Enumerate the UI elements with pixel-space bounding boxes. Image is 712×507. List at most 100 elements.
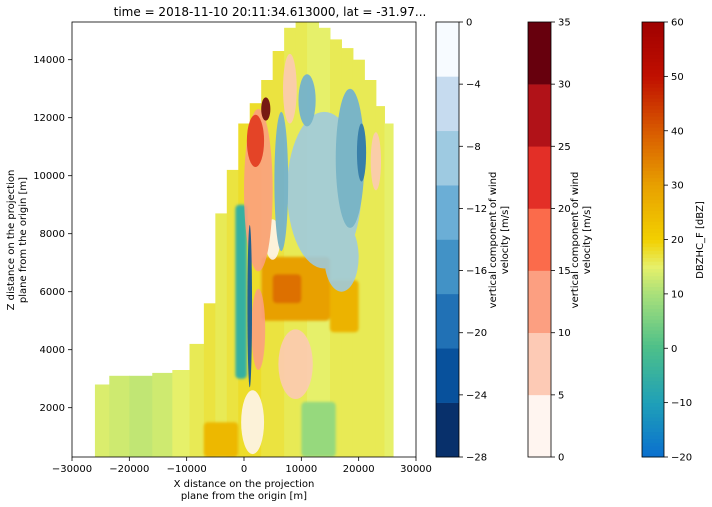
downdraft-cell <box>298 74 316 127</box>
colorbar-reflectivity-label: DBZHC_F [dBZ] <box>695 201 706 279</box>
colorbar-gradient-step <box>642 388 664 393</box>
colorbar-segment <box>436 76 459 132</box>
colorbar-gradient-step <box>642 239 664 244</box>
downdraft-cell <box>356 123 367 182</box>
colorbar-gradient-step <box>642 148 664 153</box>
reflectivity-column <box>109 375 130 457</box>
colorbar-gradient-step <box>642 449 664 454</box>
x-tick-label: −20000 <box>109 464 149 475</box>
colorbar-segment <box>436 348 459 403</box>
colorbar-segment <box>436 239 459 295</box>
colorbar-tick-label: −10 <box>671 398 692 409</box>
y-tick-label: 6000 <box>40 287 65 298</box>
downdraft-cell <box>274 111 289 252</box>
x-axis: −30000 −20000 −10000 0 10000 20000 30000 <box>52 457 432 475</box>
colorbar-gradient-step <box>642 210 664 215</box>
colorbar-gradient-step <box>642 65 664 70</box>
downdraft-cell <box>247 225 253 388</box>
colorbar-tick-label: 10 <box>558 328 571 339</box>
reflectivity-column <box>364 80 377 457</box>
colorbar-segment <box>528 84 551 147</box>
colorbar-segment <box>436 22 459 77</box>
colorbar-tick-label: 60 <box>671 18 684 29</box>
colorbar-gradient-step <box>642 399 664 404</box>
colorbar-tick-label: 25 <box>558 142 571 153</box>
x-axis-label-line1: X distance on the projection <box>174 479 315 490</box>
colorbar-gradient-step <box>642 119 664 124</box>
colorbar-gradient-step <box>642 29 664 34</box>
colorbar-gradient-step <box>642 101 664 106</box>
reflectivity-features <box>203 204 359 457</box>
reflectivity-column <box>129 375 153 457</box>
reflectivity-column <box>384 123 394 457</box>
colorbar-gradient-step <box>642 134 664 139</box>
colorbar-gradient-step <box>642 43 664 48</box>
colorbar-wind-negative-label-line2: velocity [m/s] <box>500 206 511 274</box>
colorbar-gradient-step <box>642 130 664 135</box>
colorbar-tick-label: 30 <box>558 80 571 91</box>
colorbar-gradient-step <box>642 377 664 382</box>
colorbar-gradient-step <box>642 420 664 425</box>
colorbar-frame <box>527 21 552 458</box>
x-tick-label: 30000 <box>400 464 432 475</box>
colorbar-gradient-step <box>642 105 664 110</box>
colorbar-gradient-step <box>642 235 664 240</box>
colorbar-segment <box>528 22 551 85</box>
reflectivity-column <box>215 213 228 457</box>
y-tick-label: 2000 <box>40 403 65 414</box>
colorbar-gradient-step <box>642 442 664 447</box>
colorbar-gradient-step <box>642 72 664 77</box>
colorbar-gradient-step <box>642 58 664 63</box>
colorbar-gradient-step <box>642 199 664 204</box>
colorbar-gradient-step <box>642 109 664 114</box>
colorbar-wind-negative-label-line1: vertical component of wind <box>488 172 499 309</box>
x-tick-label: −10000 <box>167 464 207 475</box>
colorbar-gradient-step <box>642 167 664 172</box>
colorbar-tick-label: −8 <box>466 142 481 153</box>
colorbar-gradient-step <box>642 341 664 346</box>
colorbar-gradient-step <box>642 47 664 52</box>
colorbar-segment <box>436 293 459 349</box>
colorbar-gradient-step <box>642 348 664 353</box>
colorbar-gradient-step <box>642 261 664 266</box>
wind-velocity-layer <box>241 53 382 455</box>
colorbar-gradient-step <box>642 431 664 436</box>
colorbar-gradient-step <box>642 159 664 164</box>
colorbar-gradient-step <box>642 293 664 298</box>
colorbar-gradient-step <box>642 406 664 411</box>
x-tick-label: 0 <box>241 464 247 475</box>
colorbar-gradient-step <box>642 196 664 201</box>
colorbar-tick-label: 0 <box>671 344 677 355</box>
colorbar-gradient-step <box>642 138 664 143</box>
colorbar-wind-positive-label-line2: velocity [m/s] <box>582 206 593 274</box>
colorbar-gradient-step <box>642 417 664 422</box>
colorbar-gradient-step <box>642 246 664 251</box>
colorbar-gradient-step <box>642 312 664 317</box>
colorbar-gradient-step <box>642 36 664 41</box>
colorbar-gradient-step <box>642 315 664 320</box>
colorbar-gradient-step <box>642 395 664 400</box>
colorbar-gradient-step <box>642 116 664 121</box>
colorbar-gradient-step <box>642 330 664 335</box>
colorbar-gradient-step <box>642 283 664 288</box>
colorbar-tick-label: 40 <box>671 126 684 137</box>
colorbar-gradient-step <box>642 90 664 95</box>
colorbar-tick-label: 10 <box>671 289 684 300</box>
colorbar-gradient-step <box>642 127 664 132</box>
colorbar-gradient-step <box>642 98 664 103</box>
colorbar-gradient-step <box>642 326 664 331</box>
reflectivity-column <box>249 103 262 457</box>
colorbar-tick-label: −20 <box>671 453 692 464</box>
colorbar-gradient-step <box>642 243 664 248</box>
x-tick-label: −30000 <box>52 464 92 475</box>
updraft-cell <box>241 390 265 455</box>
colorbar-gradient-step <box>642 94 664 99</box>
colorbar-gradient-step <box>642 174 664 179</box>
colorbar-gradient-step <box>642 391 664 396</box>
colorbar-gradient-step <box>642 221 664 226</box>
colorbar-segment <box>528 270 551 334</box>
y-tick-label: 8000 <box>40 229 65 240</box>
updraft-cell <box>261 97 271 121</box>
colorbar-gradient-step <box>642 370 664 375</box>
colorbar-gradient-step <box>642 163 664 168</box>
